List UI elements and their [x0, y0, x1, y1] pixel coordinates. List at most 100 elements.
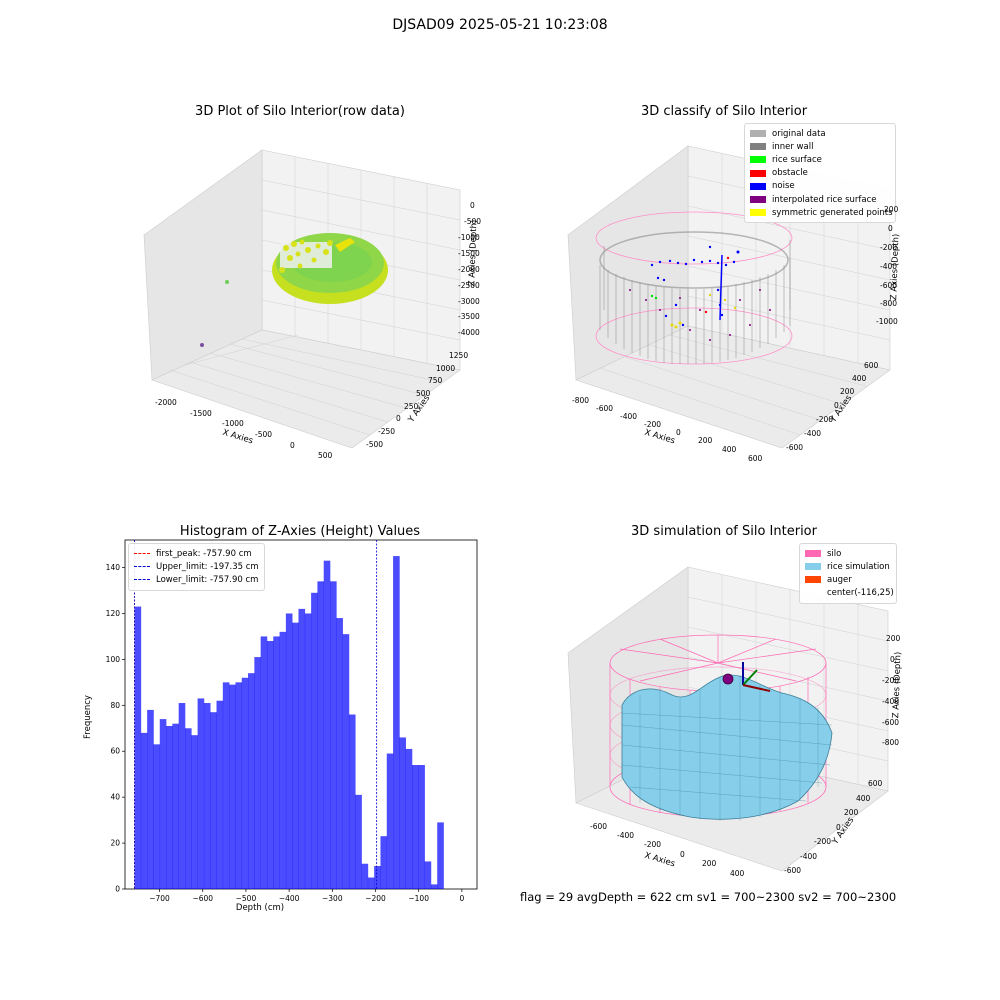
- classify-ytick: -600: [786, 443, 804, 452]
- sim-ztick: -200: [882, 676, 900, 685]
- histogram-bar: [178, 703, 186, 889]
- sim-ztick: -400: [882, 697, 900, 706]
- sim-rice-surface: [621, 674, 833, 820]
- raw-xtick: -2000: [155, 398, 177, 407]
- legend-item-interpolated: interpolated rice surface: [750, 193, 890, 206]
- legend-swatch: [750, 143, 766, 151]
- legend-label: interpolated rice surface: [772, 194, 877, 205]
- classify-xtick: 600: [748, 454, 763, 463]
- sim-ytick: -400: [800, 852, 818, 861]
- classify-ztick: -1000: [876, 317, 898, 326]
- raw-ztick: -3000: [458, 297, 480, 306]
- raw-plot-title: 3D Plot of Silo Interior(row data): [195, 104, 405, 119]
- sim-ztick: -600: [882, 718, 900, 727]
- histogram-bar: [184, 728, 192, 889]
- raw-3d-plot[interactable]: [130, 130, 490, 460]
- histogram-bar: [323, 560, 331, 889]
- sim-ytick: 0: [836, 823, 841, 832]
- histogram-xtick-label: −100: [408, 894, 429, 903]
- classify-ztick: 0: [888, 224, 893, 233]
- legend-label: rice simulation: [827, 561, 890, 572]
- classify-xtick: -400: [620, 412, 638, 421]
- histogram-bar: [140, 732, 148, 889]
- histogram-bar: [399, 737, 406, 889]
- histogram-bar: [393, 556, 400, 889]
- histogram-bar: [153, 744, 161, 889]
- raw-xtick: -1000: [222, 419, 244, 428]
- legend-line: [134, 579, 150, 581]
- raw-ytick: 1000: [436, 364, 456, 373]
- raw-ztick: -3500: [458, 312, 480, 321]
- histogram-limit-lines: [134, 540, 378, 889]
- simulation-plot-title: 3D simulation of Silo Interior: [631, 524, 817, 539]
- classify-ytick: 0: [834, 401, 839, 410]
- histogram-bar: [304, 613, 312, 889]
- legend-item-center: center(-116,25): [805, 587, 894, 600]
- legend-item-rice-surface: rice surface: [750, 153, 890, 166]
- histogram-bar: [134, 606, 142, 889]
- histogram-bar: [386, 753, 394, 889]
- classify-plot-title: 3D classify of Silo Interior: [640, 104, 808, 119]
- raw-xtick: -500: [255, 430, 273, 439]
- simulation-3d-plot[interactable]: [560, 555, 920, 885]
- histogram-bar: [203, 703, 211, 889]
- legend-item-auger: auger: [805, 573, 891, 586]
- classify-obstacle-points: [704, 256, 730, 314]
- histogram-bar: [216, 700, 224, 889]
- classify-ztick: -200: [880, 243, 898, 252]
- histogram-bar: [241, 677, 249, 889]
- raw-ztick: -2500: [458, 281, 480, 290]
- legend-label: auger: [827, 574, 852, 585]
- histogram-xlabel: Depth (cm): [235, 903, 285, 913]
- histogram-chart[interactable]: −700 −600 −500 −400 −300 −200 −100 0 0 20 40 60 80 1…: [85, 535, 485, 920]
- histogram-bar: [342, 634, 350, 889]
- sim-ztick: 200: [886, 634, 901, 643]
- legend-swatch: [750, 196, 766, 204]
- legend-label: Lower_limit: -757.90 cm: [156, 574, 259, 585]
- raw-ytick: 1250: [449, 351, 469, 360]
- raw-ytick: -250: [378, 427, 396, 436]
- histogram-bar: [147, 709, 154, 889]
- raw-ztick: -1500: [458, 249, 480, 258]
- histogram-bar: [367, 877, 375, 889]
- histogram-bar: [197, 698, 205, 889]
- histogram-bar: [361, 863, 369, 889]
- histogram-bars: [134, 556, 444, 889]
- histogram-bar: [405, 748, 413, 889]
- histogram-bar: [424, 861, 432, 889]
- histogram-ytick-label: 80: [110, 701, 120, 710]
- histogram-bar: [336, 618, 343, 889]
- legend-label: first_peak: -757.90 cm: [156, 548, 252, 559]
- histogram-xtick-label: −600: [192, 894, 213, 903]
- classify-xtick: -800: [572, 396, 590, 405]
- sim-ytick: -600: [784, 866, 802, 875]
- raw-ytick: 250: [404, 402, 419, 411]
- raw-ytick: 0: [396, 414, 401, 423]
- legend-label: symmetric generated points: [772, 207, 893, 218]
- classify-ytick: -200: [816, 415, 834, 424]
- histogram-bar: [317, 581, 325, 889]
- classify-xtick: 400: [722, 445, 737, 454]
- legend-label: inner wall: [772, 141, 814, 152]
- sim-ytick: 600: [868, 779, 883, 788]
- simulation-legend: silo rice simulation auger center(-116,2…: [799, 543, 897, 604]
- classify-ztick: -400: [880, 262, 898, 271]
- legend-item-symmetric: symmetric generated points: [750, 206, 893, 219]
- histogram-ylabel: Frequency: [82, 695, 93, 739]
- classify-xtick: -200: [644, 420, 662, 429]
- raw-ytick: 750: [428, 376, 443, 385]
- legend-label: rice surface: [772, 154, 822, 165]
- raw-xtick: 0: [290, 441, 295, 450]
- legend-item-inner-wall: inner wall: [750, 140, 890, 153]
- histogram-ytick-label: 120: [106, 609, 121, 618]
- histogram-bar: [260, 636, 268, 889]
- legend-swatch: [805, 590, 821, 597]
- raw-floor-pane: [151, 329, 461, 449]
- classify-ytick: 400: [852, 374, 867, 383]
- legend-item-upper-limit: Upper_limit: -197.35 cm: [134, 560, 259, 573]
- histogram-ytick-label: 40: [110, 793, 120, 802]
- classify-ytick: 200: [840, 387, 855, 396]
- histogram-bar: [418, 765, 425, 889]
- sim-ytick: 200: [844, 808, 859, 817]
- classify-xtick: -600: [596, 404, 614, 413]
